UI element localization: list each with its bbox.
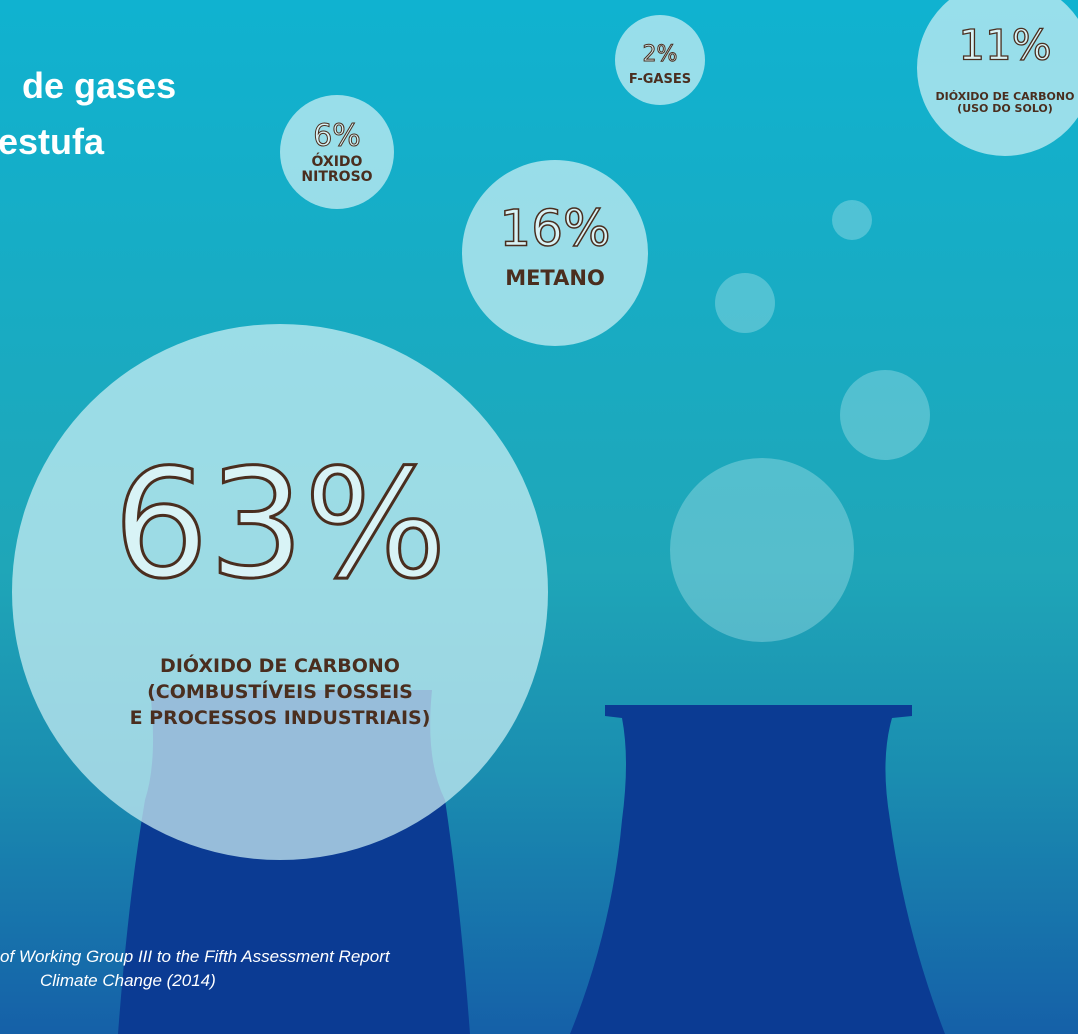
bubble: 11% DIÓXIDO DE CARBONO(USO DO SOLO) [917, 0, 1078, 156]
title-line: estufa [0, 121, 105, 162]
bubble-circle [12, 324, 548, 860]
bubble-label: ÓXIDO [312, 152, 363, 170]
bubble: 63% DIÓXIDO DE CARBONO (COMBUSTÍVEIS FOSSE… [12, 324, 548, 860]
decor-bubble [840, 370, 930, 460]
bubble-circle [280, 95, 394, 209]
bubble: 2% F-GASES [615, 15, 705, 105]
bubble-percent: 63% [113, 438, 446, 612]
bubble-percent: 2% [643, 42, 678, 67]
bubble-percent: 11% [958, 21, 1051, 70]
title-line: de gases [22, 65, 176, 106]
decor-bubble [715, 273, 775, 333]
bubble-percent: 6% [313, 119, 361, 154]
bubble: 16% METANO [462, 160, 648, 346]
decor-bubble [832, 200, 872, 240]
bubble-label: E PROCESSOS INDUSTRIAIS) [130, 707, 431, 729]
source-line: of Working Group III to the Fifth Assess… [0, 947, 391, 966]
decor-bubble [670, 458, 854, 642]
source-line: Climate Change (2014) [40, 971, 216, 990]
bubble-label: F-GASES [629, 72, 691, 87]
bubble-label: (USO DO SOLO) [957, 102, 1053, 115]
decor-bubbles [670, 200, 930, 642]
bubble-label: (COMBUSTÍVEIS FOSSEIS [147, 680, 413, 703]
bubble-circle [917, 0, 1078, 156]
bubble-label: DIÓXIDO DE CARBONO [936, 90, 1075, 103]
cooling-tower [570, 705, 945, 1034]
bubble-label: DIÓXIDO DE CARBONO [160, 653, 400, 677]
bubble-circle [462, 160, 648, 346]
bubble-circle [615, 15, 705, 105]
bubble-label: NITROSO [301, 169, 372, 185]
bubble-label: METANO [505, 266, 605, 290]
bubble-percent: 16% [499, 200, 610, 258]
